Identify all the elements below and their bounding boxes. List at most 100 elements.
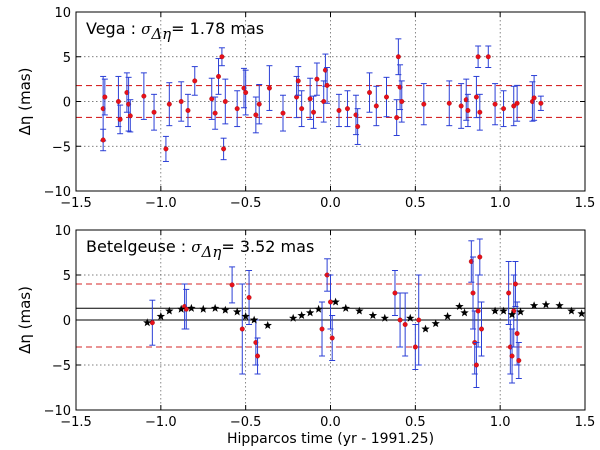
x-tick-label: 0.0 — [320, 415, 341, 430]
data-point — [397, 317, 403, 323]
x-tick-label: −0.5 — [230, 415, 262, 430]
star-marker — [187, 303, 196, 312]
annotation-equals: = — [171, 19, 190, 38]
data-point — [412, 344, 418, 350]
x-tick-label: 0.5 — [405, 196, 426, 211]
star-marker — [165, 306, 174, 315]
y-axis-label: Δη (mas) — [16, 68, 34, 136]
x-tick-label: 1.0 — [490, 415, 511, 430]
data-point — [321, 99, 327, 104]
x-tick-label: −0.5 — [230, 196, 262, 211]
data-point — [402, 322, 408, 327]
data-point — [192, 78, 198, 84]
star-marker — [341, 303, 350, 312]
x-tick-label: 1.0 — [490, 196, 511, 211]
data-point — [384, 94, 389, 100]
panel-annotation: Vega : σΔη= 1.78 mas — [86, 19, 264, 43]
star-marker — [380, 313, 389, 322]
annotation-star-name: Betelgeuse : — [86, 237, 191, 256]
data-point — [492, 101, 498, 107]
star-marker — [233, 307, 242, 316]
panel-annotation: Betelgeuse : σΔη= 3.52 mas — [86, 237, 314, 261]
x-tick-label: 1.5 — [575, 415, 596, 430]
data-point — [463, 97, 469, 103]
data-point — [246, 295, 252, 300]
data-point — [328, 299, 333, 305]
star-marker — [177, 304, 186, 313]
star-marker — [443, 312, 452, 320]
data-point — [485, 54, 491, 60]
star-marker — [406, 313, 415, 322]
data-point — [468, 259, 474, 264]
data-point — [100, 106, 106, 112]
data-point — [166, 101, 172, 107]
data-point — [234, 106, 240, 112]
y-tick-label: 0 — [63, 96, 71, 111]
y-tick-label: 10 — [54, 224, 71, 239]
data-point — [102, 94, 108, 100]
data-point — [353, 112, 359, 118]
data-point — [149, 320, 155, 326]
data-point — [397, 84, 403, 90]
x-axis-label: Hipparcos time (yr - 1991.25) — [227, 431, 434, 447]
star-marker — [567, 306, 576, 315]
star-marker — [499, 306, 508, 315]
data-point — [311, 109, 316, 115]
star-marker — [221, 305, 230, 314]
data-point — [477, 109, 483, 115]
data-point — [345, 106, 350, 112]
data-point — [329, 335, 335, 341]
annotation-subscript: Δη — [201, 243, 222, 261]
data-point — [473, 362, 479, 368]
data-point — [307, 96, 313, 102]
data-point — [458, 103, 464, 109]
data-point — [117, 116, 123, 122]
x-tick-label: −1.5 — [60, 196, 92, 211]
data-point — [178, 99, 184, 104]
data-point — [514, 100, 520, 106]
data-point — [511, 103, 517, 109]
star-marker — [529, 301, 539, 310]
star-marker — [368, 311, 378, 320]
data-point — [115, 99, 121, 104]
data-point — [212, 110, 218, 116]
data-point — [222, 99, 228, 104]
data-point — [336, 107, 342, 113]
data-point — [253, 340, 259, 345]
data-point — [253, 112, 259, 118]
annotation-subscript: Δη — [150, 25, 171, 43]
data-point — [319, 326, 325, 332]
x-tick-label: 0.0 — [320, 196, 341, 211]
data-point — [421, 101, 427, 107]
annotation-sigma: σ — [141, 20, 152, 38]
y-axis-label: Δη (mas) — [16, 286, 34, 354]
star-marker — [331, 297, 340, 306]
y-tick-label: −5 — [52, 359, 71, 374]
data-point — [506, 290, 512, 296]
data-point — [399, 99, 405, 104]
data-point — [183, 306, 189, 312]
data-point — [221, 146, 227, 152]
data-point — [516, 358, 522, 363]
star-marker — [460, 308, 469, 317]
data-point — [465, 107, 471, 113]
star-marker — [577, 309, 586, 318]
star-marker — [143, 318, 152, 327]
star-marker — [305, 308, 315, 317]
data-point — [163, 146, 169, 152]
panel-top: −1.5 −1.0 −0.5 0.0 0.5 1.0 1.5 −10 −5 0 5 10 Δη (mas… — [16, 6, 595, 211]
data-point — [209, 96, 215, 102]
data-point — [266, 85, 272, 91]
star-marker — [541, 300, 551, 309]
data-point — [416, 317, 422, 323]
data-point — [475, 54, 481, 60]
data-point — [314, 76, 320, 82]
data-point — [477, 254, 483, 260]
data-point — [216, 73, 221, 79]
star-marker — [421, 324, 430, 333]
x-tick-label: −1.0 — [145, 415, 177, 430]
data-point — [299, 106, 305, 112]
y-tick-label: −5 — [52, 140, 71, 155]
y-tick-label: 10 — [54, 6, 71, 21]
star-marker — [507, 310, 517, 319]
